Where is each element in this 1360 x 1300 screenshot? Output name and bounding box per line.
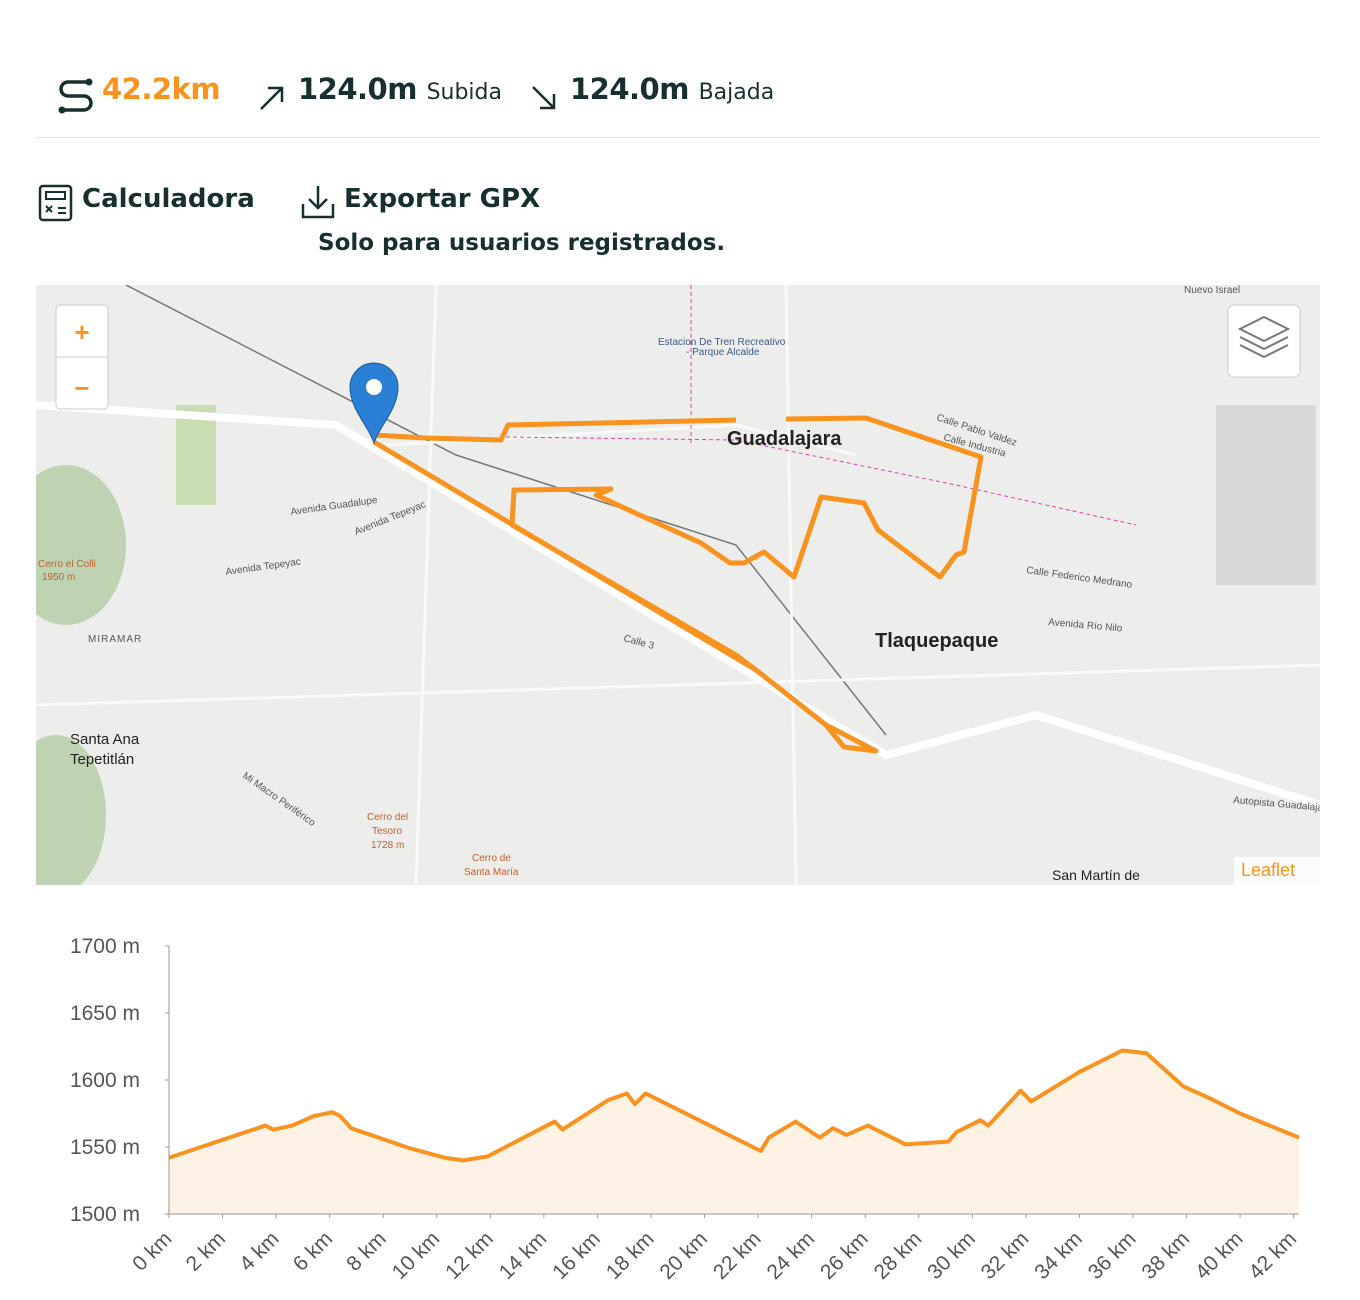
x-tick-label: 28 km (870, 1227, 927, 1284)
x-tick-label: 20 km (655, 1227, 712, 1284)
park (176, 405, 216, 505)
route-icon (58, 78, 93, 114)
x-tick-label: 6 km (289, 1227, 337, 1275)
calculator-icon[interactable] (38, 184, 74, 222)
railway (125, 285, 887, 736)
x-tick-label: 30 km (923, 1227, 980, 1284)
map-label: MIRAMAR (88, 634, 142, 645)
x-tick-label: 18 km (602, 1227, 659, 1284)
ascent-icon (260, 86, 284, 110)
marker-dot (366, 379, 382, 395)
map-label: Tlaquepaque (875, 630, 998, 652)
map-label: - Parque Alcalde (686, 347, 760, 358)
x-tick-label: 26 km (816, 1227, 873, 1284)
map-label: Guadalajara (727, 428, 842, 450)
x-tick-label: 22 km (709, 1227, 766, 1284)
x-tick-label: 14 km (495, 1227, 552, 1284)
ascent-label: Subida (426, 80, 502, 105)
attribution-box (1234, 857, 1320, 885)
x-tick-label: 8 km (342, 1227, 390, 1275)
layers-icon (1237, 315, 1291, 359)
metro-line (505, 285, 1137, 526)
map-label: Tepetitlán (70, 751, 134, 768)
map-background (36, 285, 1320, 885)
area (169, 1050, 1299, 1214)
x-tick-label: 4 km (235, 1227, 283, 1275)
x-tick-label: 2 km (182, 1227, 230, 1275)
calculator-button[interactable]: Calculadora (82, 184, 255, 214)
descent: 124.0m Bajada (570, 72, 774, 106)
map[interactable]: Guadalajara Tlaquepaque Estacion De Tren… (36, 285, 1320, 885)
map-label: Santa Ana (70, 731, 140, 748)
highway (36, 401, 1320, 809)
x-tick-label: 42 km (1244, 1227, 1301, 1284)
map-label: 1950 m (42, 572, 75, 583)
district (1216, 405, 1316, 585)
map-label: Nuevo Israel (1184, 285, 1240, 296)
attribution[interactable]: Leaflet (1241, 860, 1295, 880)
descent-label: Bajada (698, 80, 775, 105)
distance: 42.2km (102, 72, 221, 106)
x-tick-label: 10 km (388, 1227, 445, 1284)
zoom-in[interactable]: + (74, 317, 89, 347)
ascent: 124.0m Subida (298, 72, 502, 106)
map-label: San Martín de (1052, 867, 1140, 883)
x-tick-label: 40 km (1191, 1227, 1248, 1284)
y-tick-label: 1500 m (70, 1203, 140, 1226)
map-label: Cerro de (472, 853, 511, 864)
map-label: Cerro el Colli (38, 559, 96, 570)
x-tick-label: 36 km (1084, 1227, 1141, 1284)
divider (36, 137, 1320, 138)
map-label: Tesoro (372, 826, 402, 837)
y-tick-label: 1650 m (70, 1002, 140, 1025)
map-label: Cerro del (367, 812, 408, 823)
hill (36, 465, 126, 625)
map-label: Santa María (464, 867, 519, 878)
zoom-out[interactable]: − (74, 373, 89, 403)
ascent-value: 124.0m (298, 72, 417, 106)
export-button[interactable]: Exportar GPX (344, 184, 541, 214)
hill (36, 735, 106, 885)
route (372, 415, 984, 754)
start-marker[interactable] (349, 362, 399, 445)
y-tick-label: 1550 m (70, 1136, 140, 1159)
x-tick-label: 34 km (1030, 1227, 1087, 1284)
x-tick-label: 16 km (548, 1227, 605, 1284)
line (168, 1048, 1300, 1163)
elevation-chart: 1500 m 1550 m 1600 m 1650 m 1700 m 0 km 2 km 4 … (70, 935, 1301, 1284)
x-tick-label: 38 km (1137, 1227, 1194, 1284)
map-label: Estacion De Tren Recreativo (658, 337, 786, 348)
x-tick-label: 24 km (762, 1227, 819, 1284)
descent-value: 124.0m (570, 72, 689, 106)
y-tick-label: 1700 m (70, 935, 140, 958)
descent-icon (532, 86, 556, 110)
x-tick-label: 0 km (128, 1227, 176, 1275)
road (36, 285, 1320, 885)
map-label: 1728 m (371, 840, 404, 851)
x-tick-label: 32 km (977, 1227, 1034, 1284)
y-tick-label: 1600 m (70, 1069, 140, 1092)
export-note: Solo para usuarios registrados. (318, 230, 726, 256)
export-icon[interactable] (300, 184, 336, 220)
x-tick-label: 12 km (441, 1227, 498, 1284)
